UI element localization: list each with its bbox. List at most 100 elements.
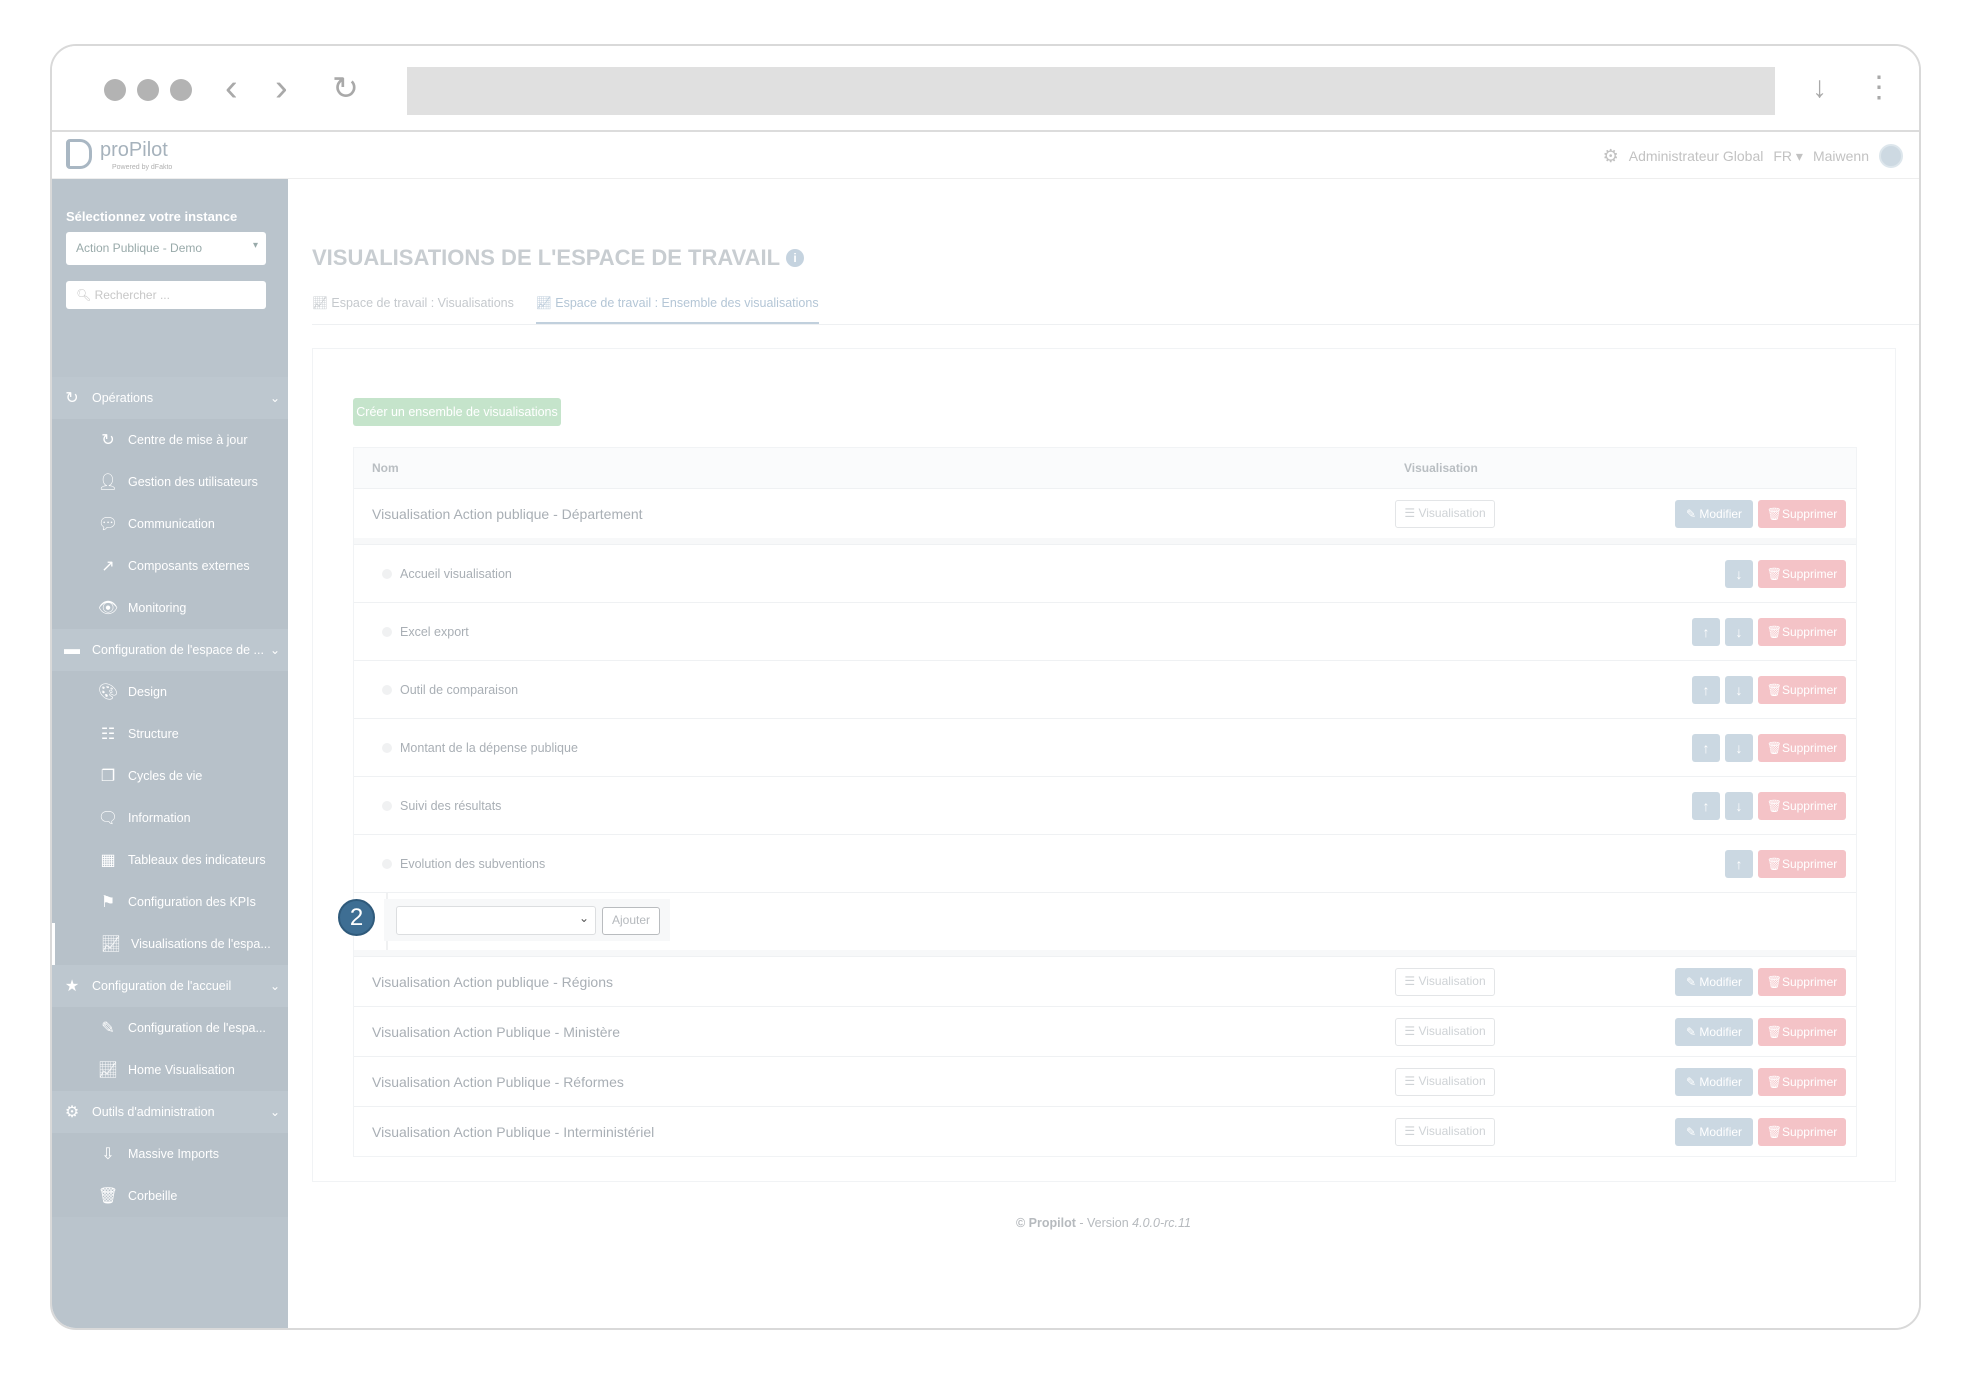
sidebar-item-label: Composants externes — [128, 558, 250, 573]
external-icon: ↗ — [101, 558, 115, 575]
delete-button[interactable]: 🗑︎Supprimer — [1758, 499, 1846, 528]
copy-icon: ❐ — [100, 768, 116, 785]
sidebar-item-gestion-des-utilisateurs[interactable]: 👤︎ Gestion des utilisateurs — [52, 461, 288, 503]
sidebar-item-configuration-des-kpis[interactable]: ⚑ Configuration des KPIs — [52, 881, 288, 923]
sidebar-item-communication[interactable]: 💬︎ Communication — [52, 503, 288, 545]
sidebar-item-visualisations-de-l-espa[interactable]: 📈︎ Visualisations de l'espa... — [52, 923, 288, 965]
move-down-button[interactable]: ↓ — [1725, 559, 1753, 588]
delete-label: Supprimer — [1781, 856, 1838, 871]
move-up-button[interactable]: ↑ — [1692, 791, 1720, 820]
sidebar-item-label: Home Visualisation — [128, 1062, 235, 1077]
visualisation-button[interactable]: ☰ Visualisation — [1395, 499, 1495, 528]
sidebar-item-configuration-de-l-espace-de[interactable]: ▬ Configuration de l'espace de ... ⌄ — [52, 629, 288, 671]
user-name[interactable]: Maiwenn — [1812, 148, 1869, 164]
sidebar-item-op-rations[interactable]: ↻ Opérations ⌄ — [52, 377, 288, 419]
table-row: Visualisation Action Publique - Réformes… — [354, 1056, 1856, 1106]
delete-button[interactable]: 🗑︎Supprimer — [1758, 967, 1846, 996]
trash-icon: 🗑︎ — [1766, 856, 1782, 871]
caret-down-icon: ▾ — [252, 240, 258, 251]
row-actions: ✎ Modifier 🗑︎Supprimer — [1675, 499, 1846, 528]
table-row: Visualisation Action Publique - Intermin… — [354, 1106, 1856, 1156]
sidebar-item-configuration-de-l-accueil[interactable]: ★ Configuration de l'accueil ⌄ — [52, 965, 288, 1007]
visualisation-select[interactable]: ⌄ — [396, 906, 596, 935]
modify-button[interactable]: ✎ Modifier — [1675, 499, 1753, 528]
tab-ensemble-visualisations[interactable]: 📈︎ Espace de travail : Ensemble des visu… — [535, 293, 819, 324]
sidebar: Sélectionnez votre instance Action Publi… — [52, 179, 288, 1328]
move-down-button[interactable]: ↓ — [1725, 733, 1753, 762]
sidebar-item-information[interactable]: 🗨︎ Information — [52, 797, 288, 839]
visualisation-button[interactable]: ☰ Visualisation — [1395, 1017, 1495, 1046]
delete-button[interactable]: 🗑︎Supprimer — [1758, 1117, 1846, 1146]
add-button[interactable]: Ajouter — [602, 907, 660, 935]
delete-button[interactable]: 🗑︎Supprimer — [1758, 617, 1846, 646]
back-icon[interactable]: ‹ — [225, 67, 238, 109]
sidebar-item-label: Centre de mise à jour — [128, 432, 248, 447]
sidebar-search-input[interactable]: 🔍︎ Rechercher ... — [66, 281, 266, 309]
window-dot-icon[interactable] — [170, 79, 192, 101]
sidebar-item-centre-de-mise-jour[interactable]: ↻ Centre de mise à jour — [52, 419, 288, 461]
delete-button[interactable]: 🗑︎Supprimer — [1758, 849, 1846, 878]
sidebar-item-structure[interactable]: ☷ Structure — [52, 713, 288, 755]
sidebar-item-cycles-de-vie[interactable]: ❐ Cycles de vie — [52, 755, 288, 797]
set-name: Visualisation Action Publique - Ministèr… — [372, 1023, 620, 1040]
info-icon[interactable]: i — [786, 249, 805, 267]
sidebar-item-configuration-de-l-espa[interactable]: ✎ Configuration de l'espa... — [52, 1007, 288, 1049]
delete-button[interactable]: 🗑︎Supprimer — [1758, 675, 1846, 704]
move-up-button[interactable]: ↑ — [1725, 849, 1753, 878]
move-up-button[interactable]: ↑ — [1692, 733, 1720, 762]
delete-button[interactable]: 🗑︎Supprimer — [1758, 791, 1846, 820]
move-up-button[interactable]: ↑ — [1692, 617, 1720, 646]
move-down-button[interactable]: ↓ — [1725, 791, 1753, 820]
sidebar-item-massive-imports[interactable]: ⇩ Massive Imports — [52, 1133, 288, 1175]
sidebar-item-monitoring[interactable]: 👁︎ Monitoring — [52, 587, 288, 629]
delete-button[interactable]: 🗑︎Supprimer — [1758, 1067, 1846, 1096]
search-placeholder: Rechercher ... — [94, 288, 170, 302]
delete-button[interactable]: 🗑︎Supprimer — [1758, 1017, 1846, 1046]
modify-button[interactable]: ✎ Modifier — [1675, 1017, 1753, 1046]
create-set-button[interactable]: Créer un ensemble de visualisations — [353, 398, 561, 426]
delete-button[interactable]: 🗑︎Supprimer — [1758, 559, 1846, 588]
reload-icon[interactable]: ↻ — [332, 70, 359, 106]
move-up-button[interactable]: ↑ — [1692, 675, 1720, 704]
chevron-down-icon[interactable]: ⌄ — [269, 1105, 280, 1119]
logo[interactable]: proPilot Powered by dFakto — [66, 137, 206, 177]
chevron-down-icon[interactable]: ⌄ — [269, 979, 280, 993]
visualisation-button[interactable]: ☰ Visualisation — [1395, 967, 1495, 996]
delete-label: Supprimer — [1781, 682, 1838, 697]
sidebar-item-corbeille[interactable]: 🗑︎ Corbeille — [52, 1175, 288, 1217]
sidebar-item-composants-externes[interactable]: ↗ Composants externes — [52, 545, 288, 587]
modify-button[interactable]: ✎ Modifier — [1675, 1067, 1753, 1096]
instance-select[interactable]: Action Publique - Demo ▾ — [66, 232, 266, 265]
language-dropdown[interactable]: FR ▾ — [1773, 147, 1803, 164]
sidebar-item-label: Visualisations de l'espa... — [131, 936, 271, 951]
tab-visualisations[interactable]: 📈︎ Espace de travail : Visualisations — [312, 293, 514, 324]
sidebar-item-label: Design — [128, 684, 167, 699]
sidebar-item-outils-d-administration[interactable]: ⚙ Outils d'administration ⌄ — [52, 1091, 288, 1133]
admin-link[interactable]: Administrateur Global — [1628, 148, 1764, 164]
modify-button[interactable]: ✎ Modifier — [1675, 967, 1753, 996]
sidebar-item-home-visualisation[interactable]: 📈︎ Home Visualisation — [52, 1049, 288, 1091]
modify-label: Modifier — [1699, 1024, 1743, 1039]
delete-button[interactable]: 🗑︎Supprimer — [1758, 733, 1846, 762]
table-row: Visualisation Action publique - Départem… — [354, 488, 1856, 538]
window-dot-icon[interactable] — [104, 79, 126, 101]
visualisation-button[interactable]: ☰ Visualisation — [1395, 1067, 1495, 1096]
download-icon[interactable]: ↓ — [1812, 71, 1827, 104]
window-dot-icon[interactable] — [137, 79, 159, 101]
chevron-down-icon[interactable]: ⌄ — [269, 643, 280, 657]
avatar[interactable] — [1879, 144, 1903, 168]
visualisation-button[interactable]: ☰ Visualisation — [1395, 1117, 1495, 1146]
child-list: Accueil visualisation ↓ 🗑︎Supprimer Excel e… — [338, 538, 1856, 956]
move-down-button[interactable]: ↓ — [1725, 617, 1753, 646]
forward-icon[interactable]: › — [275, 67, 288, 109]
row-actions: ✎ Modifier 🗑︎Supprimer — [1675, 1017, 1846, 1046]
modify-button[interactable]: ✎ Modifier — [1675, 1117, 1753, 1146]
logo-subtitle: Powered by dFakto — [112, 164, 173, 171]
address-bar[interactable] — [407, 67, 1775, 115]
sidebar-item-tableaux-des-indicateurs[interactable]: ▦ Tableaux des indicateurs — [52, 839, 288, 881]
more-icon[interactable]: ⋮ — [1864, 71, 1894, 104]
sidebar-item-design[interactable]: 🎨︎ Design — [52, 671, 288, 713]
chevron-down-icon[interactable]: ⌄ — [269, 391, 280, 405]
set-name: Visualisation Action publique - Régions — [372, 973, 614, 990]
move-down-button[interactable]: ↓ — [1725, 675, 1753, 704]
